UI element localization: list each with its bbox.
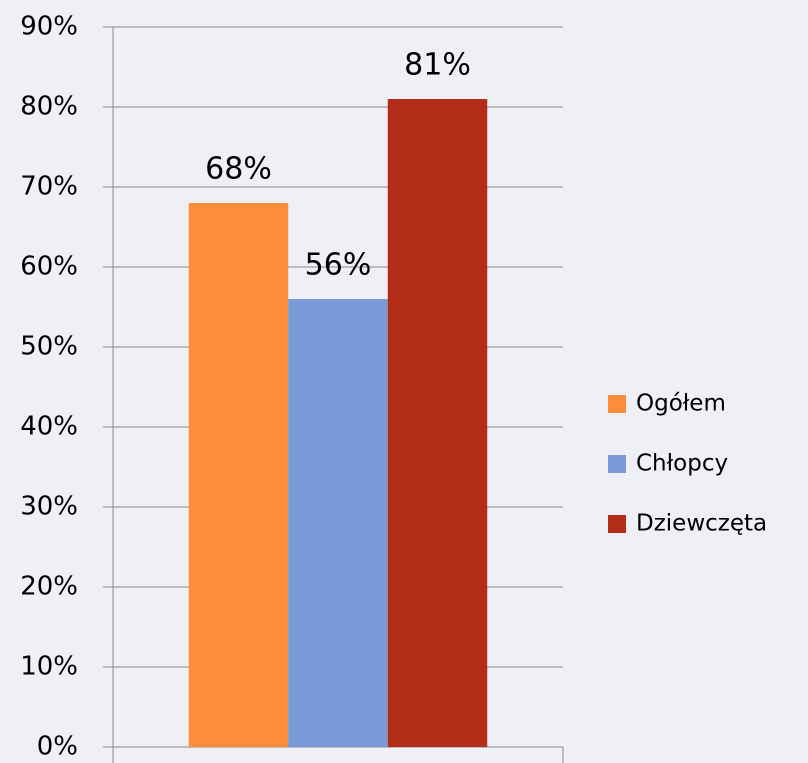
y-tick-label: 60% [20, 252, 78, 282]
bar [387, 99, 488, 747]
legend-label: Ogółem [636, 391, 726, 417]
legend-label: Chłopcy [636, 451, 728, 477]
legend-label: Dziewczęta [636, 511, 767, 537]
legend-swatch [608, 455, 626, 473]
legend-swatch [608, 395, 626, 413]
y-tick-label: 30% [20, 492, 78, 522]
y-tick-label: 80% [20, 92, 78, 122]
value-label: 56% [305, 248, 372, 283]
y-tick-label: 90% [20, 12, 78, 42]
y-tick-label: 20% [20, 572, 78, 602]
y-tick-label: 10% [20, 652, 78, 682]
value-label: 68% [205, 152, 272, 187]
y-tick-label: 40% [20, 412, 78, 442]
y-tick-label: 0% [37, 732, 78, 762]
bar [288, 299, 388, 747]
y-tick-label: 50% [20, 332, 78, 362]
value-label: 81% [404, 48, 471, 83]
y-tick-label: 70% [20, 172, 78, 202]
bar [188, 203, 289, 747]
legend-swatch [608, 515, 626, 533]
